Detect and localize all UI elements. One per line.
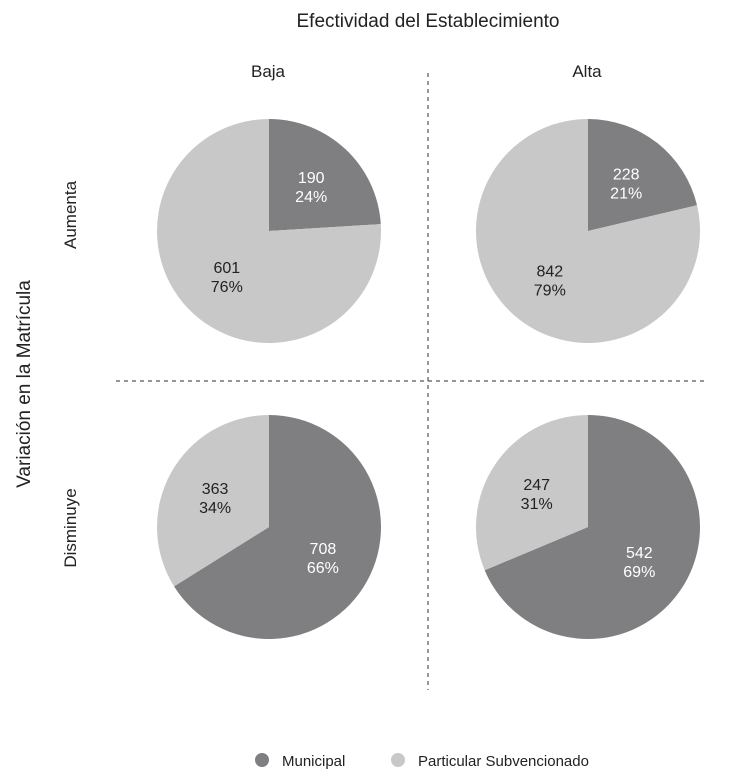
pie-aumenta-baja-slice-particular-subvencionado [157,119,382,344]
column-header-alta: Alta [572,62,602,81]
pie-aumenta-alta-pct-label-municipal: 21% [610,186,642,203]
pie-disminuye-baja-pct-label-particular-subvencionado: 34% [199,500,231,517]
pie-disminuye-baja-value-label-municipal: 708 [310,541,337,558]
pie-disminuye-alta-pct-label-municipal: 69% [623,564,655,581]
pie-aumenta-baja-pct-label-particular-subvencionado: 76% [211,279,243,296]
legend-swatch-particular-subvencionado [391,753,405,767]
pie-aumenta-baja-slice-municipal [269,119,381,231]
pie-disminuye-baja: 708 66% 363 34% [157,415,382,639]
pie-aumenta-alta-value-label-municipal: 228 [613,167,640,184]
y-axis-label: Variación en la Matrícula [14,280,35,488]
legend-label-particular-subvencionado: Particular Subvencionado [418,753,589,770]
row-header-disminuye: Disminuye [61,488,80,567]
pie-aumenta-baja-pct-label-municipal: 24% [295,189,327,206]
pie-aumenta-baja: 190 24% 601 76% [157,119,382,344]
pie-aumenta-alta-value-label-particular-subvencionado: 842 [536,263,563,280]
column-header-baja: Baja [251,62,286,81]
pie-disminuye-alta-slice-municipal [484,415,701,639]
row-header-aumenta: Aumenta [61,180,80,249]
legend-label-municipal: Municipal [282,753,345,770]
pie-aumenta-alta-slice-municipal [588,119,697,231]
pie-disminuye-alta: 542 69% 247 31% [476,415,701,639]
pie-disminuye-alta-value-label-municipal: 542 [626,545,653,562]
pie-aumenta-alta-pct-label-particular-subvencionado: 79% [534,282,566,299]
pie-aumenta-baja-value-label-particular-subvencionado: 601 [213,260,240,277]
legend-swatch-municipal [255,753,269,767]
legend: Municipal Particular Subvencionado [255,753,589,770]
pie-aumenta-alta: 228 21% 842 79% [476,119,701,344]
chart-title: Efectividad del Establecimiento [297,11,560,32]
pie-disminuye-alta-pct-label-particular-subvencionado: 31% [521,496,553,513]
pie-disminuye-baja-pct-label-municipal: 66% [307,560,339,577]
pies-group: 190 24% 601 76% 228 21% 842 79% 708 66% 363 34% 542 6… [157,119,701,639]
pie-disminuye-baja-slice-particular-subvencionado [157,415,269,587]
pie-aumenta-alta-slice-particular-subvencionado [476,119,701,344]
pie-aumenta-baja-value-label-municipal: 190 [298,170,325,187]
pie-disminuye-alta-value-label-particular-subvencionado: 247 [523,477,550,494]
pie-disminuye-alta-slice-particular-subvencionado [476,415,588,571]
pie-disminuye-baja-value-label-particular-subvencionado: 363 [202,481,229,498]
pie-disminuye-baja-slice-municipal [174,415,382,639]
